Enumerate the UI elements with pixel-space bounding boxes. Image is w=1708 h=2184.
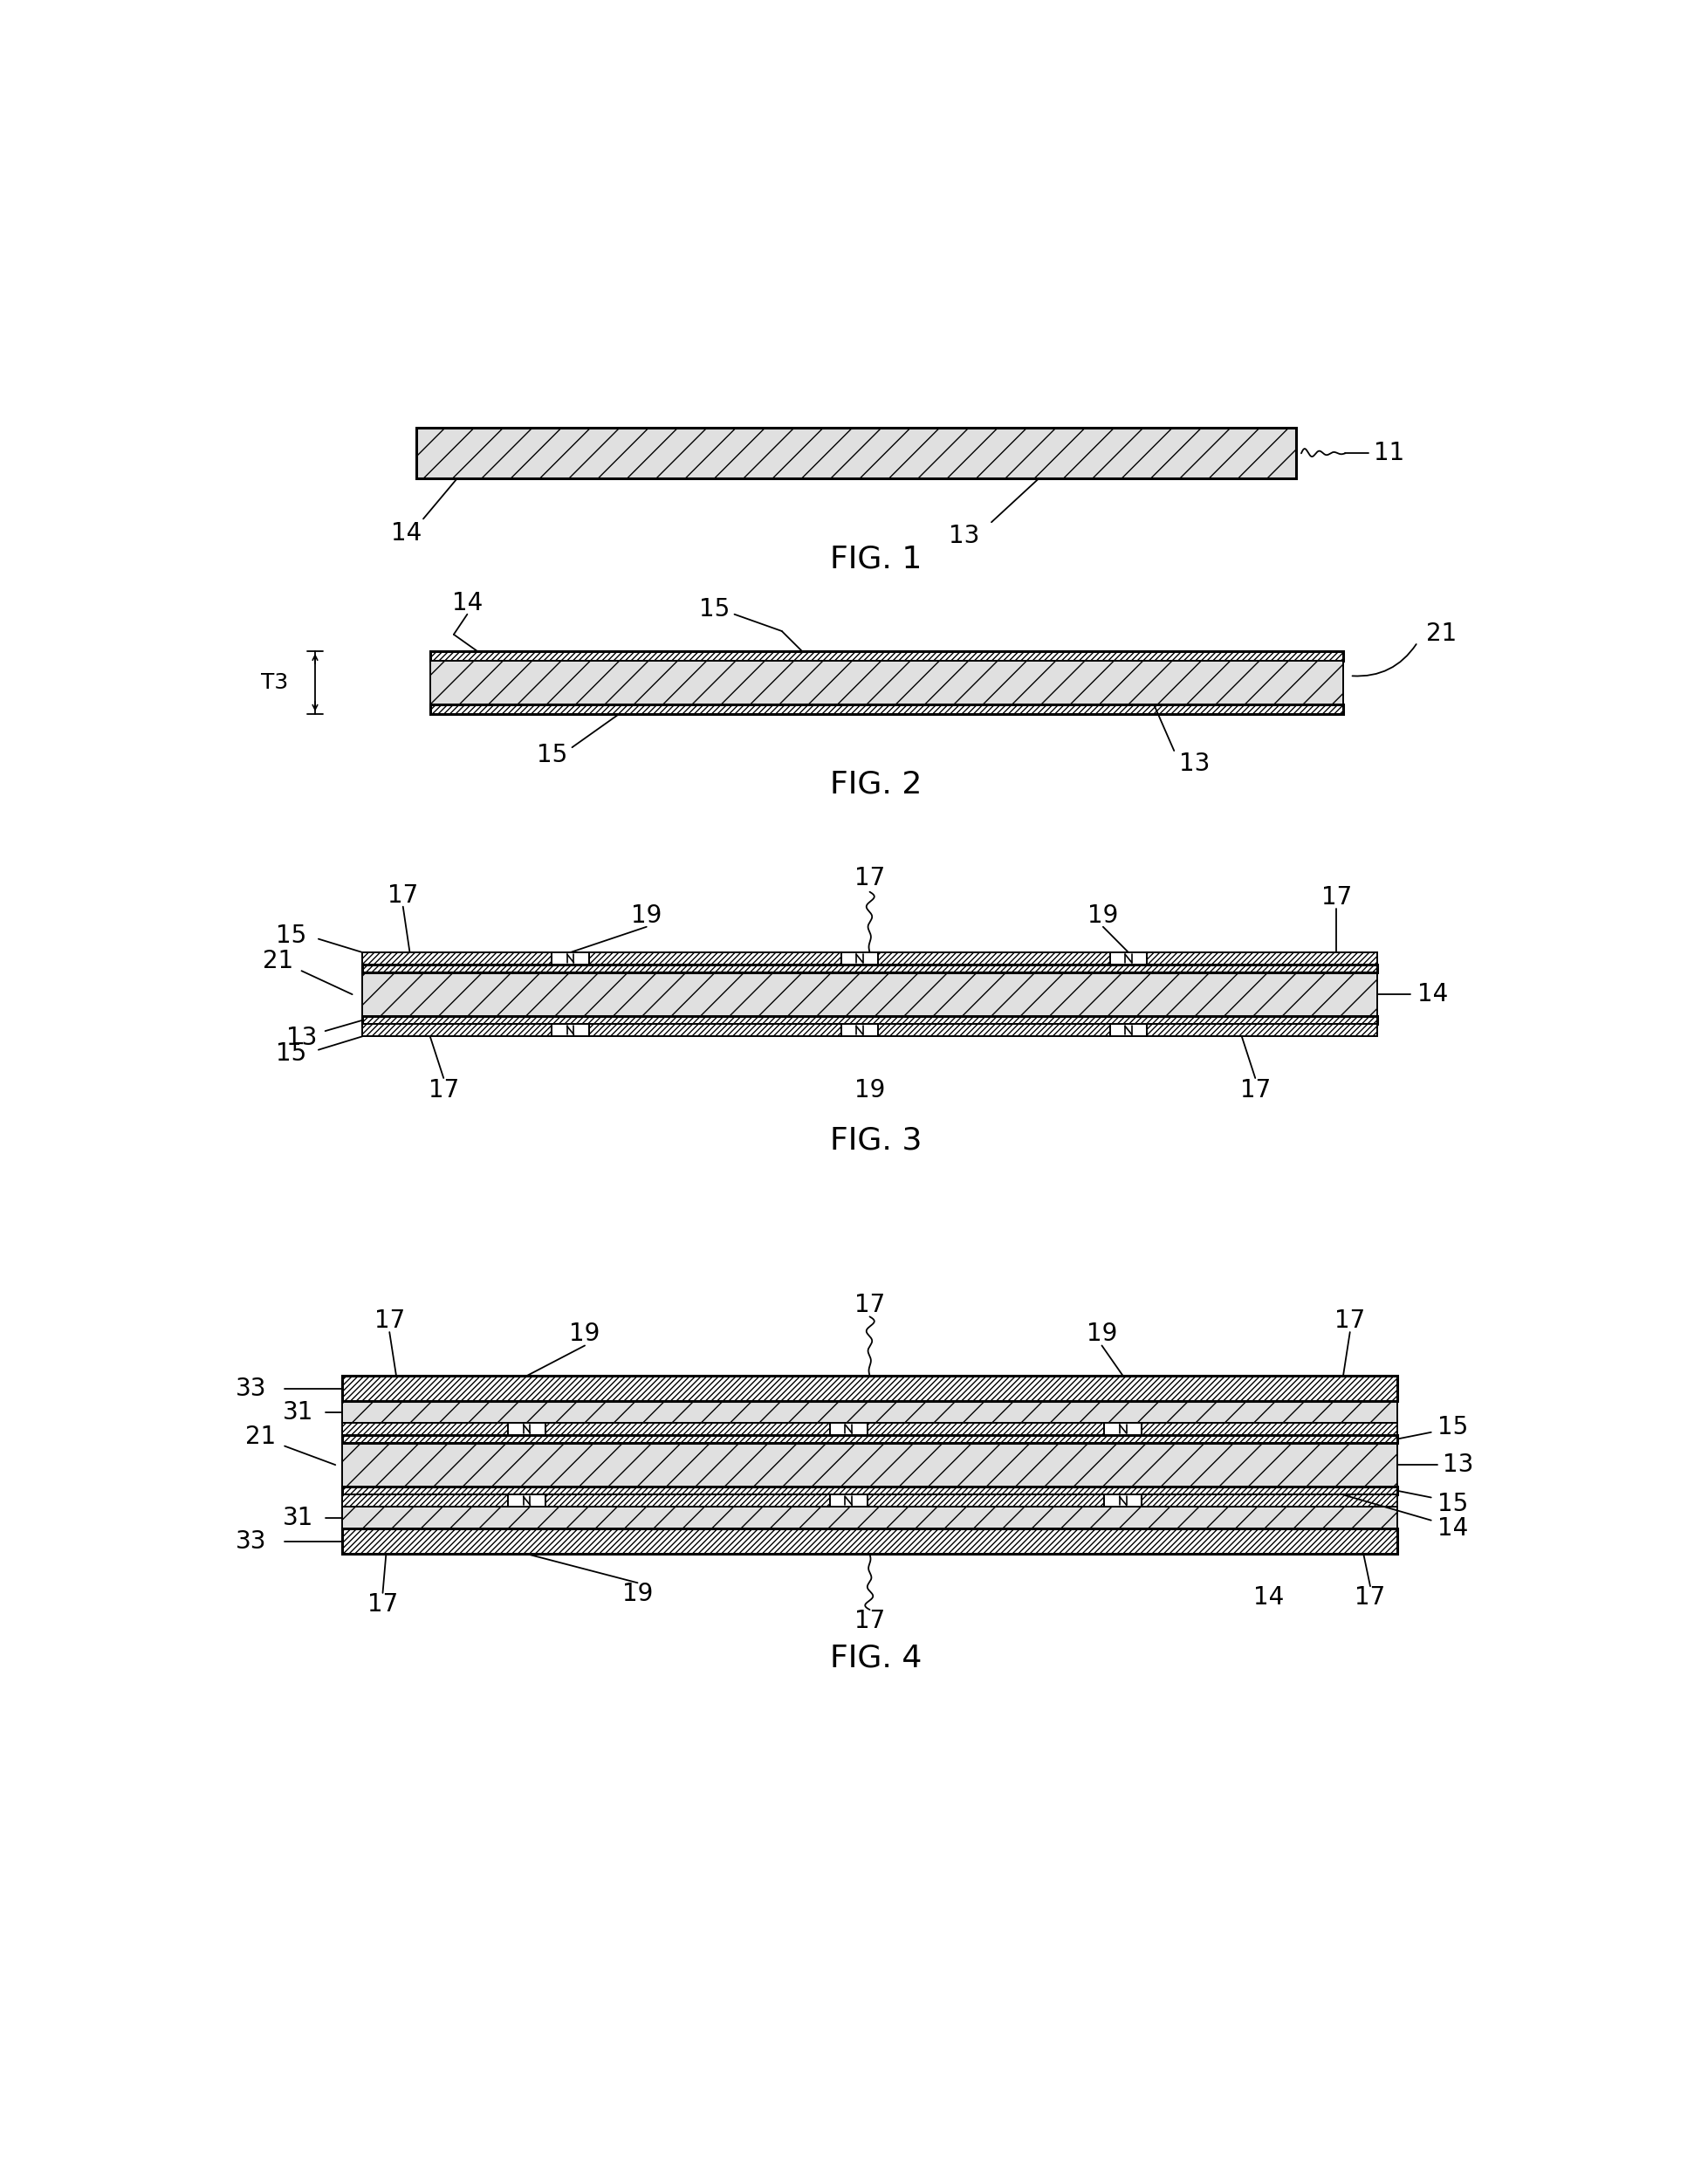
Text: 14: 14: [1436, 1516, 1467, 1540]
Bar: [545, 1494, 830, 1507]
Text: T3: T3: [261, 673, 289, 692]
Bar: [507, 1422, 545, 1435]
Bar: [362, 965, 1377, 972]
Text: 17: 17: [854, 1293, 885, 1317]
Bar: [362, 1024, 552, 1037]
Text: 14: 14: [391, 522, 422, 546]
Bar: [342, 1444, 1397, 1487]
Text: 15: 15: [1436, 1492, 1467, 1516]
Bar: [1146, 952, 1377, 965]
Bar: [866, 1422, 1103, 1435]
Text: 33: 33: [236, 1529, 266, 1553]
Bar: [840, 952, 878, 965]
Bar: [830, 1422, 866, 1435]
Bar: [840, 1024, 878, 1037]
Text: 17: 17: [388, 882, 418, 906]
Text: FIG. 1: FIG. 1: [830, 544, 921, 574]
Bar: [417, 428, 1295, 478]
Text: 17: 17: [854, 1610, 885, 1634]
Text: 17: 17: [1320, 885, 1351, 909]
Bar: [1141, 1494, 1397, 1507]
Text: 14: 14: [1252, 1586, 1283, 1610]
Text: 17: 17: [1334, 1308, 1365, 1332]
Bar: [342, 1435, 1397, 1444]
Text: 21: 21: [1424, 622, 1455, 646]
Text: 15: 15: [536, 743, 567, 767]
Bar: [1146, 1024, 1377, 1037]
Text: 15: 15: [1436, 1415, 1467, 1439]
Text: 17: 17: [374, 1308, 405, 1332]
Text: 17: 17: [1240, 1079, 1271, 1103]
Bar: [342, 1402, 1397, 1422]
Text: 19: 19: [854, 1079, 885, 1103]
Text: FIG. 4: FIG. 4: [830, 1642, 921, 1673]
Bar: [430, 705, 1342, 714]
Text: 15: 15: [699, 598, 729, 622]
Bar: [362, 1016, 1377, 1024]
Bar: [342, 1529, 1397, 1555]
Bar: [552, 952, 589, 965]
Text: 15: 15: [277, 924, 307, 948]
Text: 19: 19: [622, 1581, 652, 1607]
Text: 15: 15: [277, 1042, 307, 1066]
Bar: [1108, 1024, 1146, 1037]
Text: 19: 19: [1086, 1321, 1117, 1345]
Text: 21: 21: [263, 948, 294, 974]
Text: 17: 17: [1354, 1586, 1385, 1610]
Text: 31: 31: [282, 1505, 314, 1529]
Bar: [342, 1376, 1397, 1402]
Text: 17: 17: [367, 1592, 398, 1616]
Bar: [552, 1024, 589, 1037]
Bar: [545, 1422, 830, 1435]
Bar: [362, 952, 552, 965]
Bar: [507, 1494, 545, 1507]
Bar: [830, 1494, 866, 1507]
Bar: [1108, 952, 1146, 965]
Text: 19: 19: [569, 1321, 600, 1345]
Bar: [430, 660, 1342, 705]
Bar: [342, 1494, 507, 1507]
Bar: [430, 651, 1342, 660]
Text: 14: 14: [1416, 983, 1447, 1007]
Text: 13: 13: [1442, 1452, 1472, 1476]
Bar: [589, 1024, 840, 1037]
Bar: [589, 952, 840, 965]
Text: 19: 19: [630, 904, 661, 928]
Text: 21: 21: [246, 1424, 277, 1448]
Text: 13: 13: [285, 1026, 316, 1051]
Text: 13: 13: [948, 524, 979, 548]
Text: FIG. 3: FIG. 3: [830, 1125, 921, 1155]
Bar: [342, 1507, 1397, 1529]
Text: 31: 31: [282, 1400, 314, 1424]
Text: 17: 17: [429, 1079, 459, 1103]
Text: 13: 13: [1179, 751, 1209, 775]
Bar: [362, 972, 1377, 1016]
Bar: [342, 1487, 1397, 1494]
Text: 11: 11: [1373, 441, 1404, 465]
Bar: [342, 1422, 507, 1435]
Bar: [1103, 1422, 1141, 1435]
Text: 33: 33: [236, 1376, 266, 1400]
Text: FIG. 2: FIG. 2: [830, 769, 921, 799]
Text: 19: 19: [1086, 904, 1119, 928]
Bar: [878, 952, 1108, 965]
Text: 14: 14: [451, 590, 482, 616]
Bar: [1141, 1422, 1397, 1435]
Bar: [866, 1494, 1103, 1507]
Text: 17: 17: [854, 867, 885, 891]
Bar: [1103, 1494, 1141, 1507]
Bar: [878, 1024, 1108, 1037]
